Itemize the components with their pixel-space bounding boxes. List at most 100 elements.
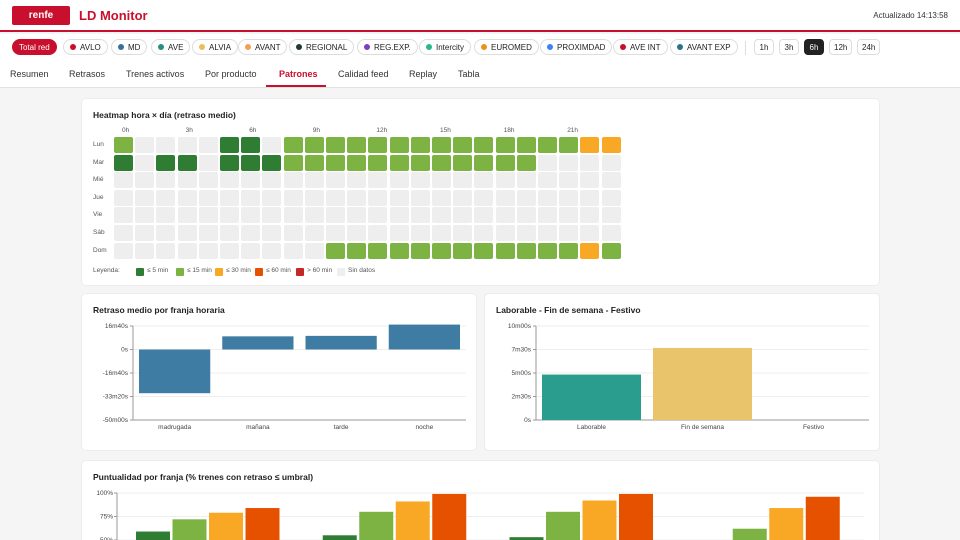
- heatmap-cell[interactable]: [347, 207, 367, 224]
- filter-chip-avlo[interactable]: AVLO: [63, 39, 108, 55]
- heatmap-cell[interactable]: [135, 242, 155, 259]
- heatmap-cell[interactable]: [453, 242, 473, 259]
- tab-retrasos[interactable]: Retrasos: [69, 69, 106, 79]
- heatmap-cell[interactable]: [559, 207, 579, 224]
- heatmap-cell[interactable]: [262, 172, 282, 189]
- heatmap-cell[interactable]: [156, 242, 176, 259]
- heatmap-cell[interactable]: [368, 154, 388, 171]
- heatmap-cell[interactable]: [516, 172, 536, 189]
- heatmap-cell[interactable]: [432, 172, 451, 189]
- heatmap-cell[interactable]: [304, 242, 324, 259]
- tab-patrones[interactable]: Patrones: [279, 69, 318, 79]
- filter-chip-proximdad[interactable]: PROXIMDAD: [540, 39, 613, 55]
- filter-chip-regional[interactable]: REGIONAL: [289, 39, 355, 55]
- heatmap-cell[interactable]: [495, 137, 515, 153]
- heatmap-cell[interactable]: [538, 242, 557, 259]
- heatmap-cell[interactable]: [241, 207, 261, 224]
- heatmap-cell[interactable]: [304, 154, 324, 171]
- heatmap-cell[interactable]: [220, 172, 239, 189]
- heatmap-cell[interactable]: [135, 225, 155, 241]
- heatmap-cell[interactable]: [220, 242, 239, 259]
- heatmap-cell[interactable]: [326, 225, 345, 241]
- heatmap-cell[interactable]: [516, 189, 536, 206]
- filter-chip-total-red[interactable]: Total red: [12, 39, 57, 55]
- heatmap-cell[interactable]: [495, 242, 515, 259]
- heatmap-cell[interactable]: [601, 242, 621, 259]
- heatmap-cell[interactable]: [220, 225, 239, 241]
- heatmap-cell[interactable]: [326, 207, 345, 224]
- heatmap-cell[interactable]: [601, 207, 621, 224]
- window-12h-button[interactable]: 12h: [829, 39, 853, 55]
- heatmap-cell[interactable]: [135, 189, 155, 206]
- heatmap-cell[interactable]: [495, 154, 515, 171]
- heatmap-cell[interactable]: [580, 207, 600, 224]
- heatmap-cell[interactable]: [156, 207, 176, 224]
- heatmap-cell[interactable]: [410, 137, 430, 153]
- heatmap-cell[interactable]: [389, 189, 409, 206]
- heatmap-cell[interactable]: [453, 172, 473, 189]
- heatmap-cell[interactable]: [516, 242, 536, 259]
- filter-chip-avant-exp[interactable]: AVANT EXP: [670, 39, 738, 55]
- heatmap-cell[interactable]: [177, 154, 197, 171]
- heatmap-cell[interactable]: [516, 225, 536, 241]
- heatmap-cell[interactable]: [198, 242, 218, 259]
- tab-replay[interactable]: Replay: [409, 69, 438, 79]
- heatmap-cell[interactable]: [389, 207, 409, 224]
- heatmap-cell[interactable]: [538, 207, 557, 224]
- heatmap-cell[interactable]: [326, 154, 345, 171]
- heatmap-cell[interactable]: [453, 154, 473, 171]
- heatmap-cell[interactable]: [241, 225, 261, 241]
- heatmap-cell[interactable]: [368, 137, 388, 153]
- heatmap-cell[interactable]: [347, 242, 367, 259]
- heatmap-cell[interactable]: [135, 137, 155, 153]
- heatmap-cell[interactable]: [474, 154, 494, 171]
- heatmap-cell[interactable]: [114, 172, 133, 189]
- heatmap-cell[interactable]: [580, 189, 600, 206]
- heatmap-cell[interactable]: [495, 189, 515, 206]
- heatmap-cell[interactable]: [495, 172, 515, 189]
- heatmap-cell[interactable]: [241, 137, 261, 153]
- heatmap-cell[interactable]: [262, 189, 282, 206]
- heatmap-cell[interactable]: [156, 172, 176, 189]
- window-3h-button[interactable]: 3h: [779, 39, 799, 55]
- heatmap-cell[interactable]: [114, 154, 133, 171]
- window-1h-button[interactable]: 1h: [754, 39, 774, 55]
- heatmap-cell[interactable]: [304, 207, 324, 224]
- heatmap-cell[interactable]: [326, 172, 345, 189]
- heatmap-cell[interactable]: [262, 207, 282, 224]
- heatmap-cell[interactable]: [368, 207, 388, 224]
- filter-chip-md[interactable]: MD: [111, 39, 148, 55]
- heatmap-cell[interactable]: [389, 172, 409, 189]
- heatmap-cell[interactable]: [410, 189, 430, 206]
- heatmap-cell[interactable]: [516, 154, 536, 171]
- tab-resumen[interactable]: Resumen: [10, 69, 49, 79]
- heatmap-cell[interactable]: [198, 154, 218, 171]
- heatmap-cell[interactable]: [241, 189, 261, 206]
- heatmap-cell[interactable]: [241, 242, 261, 259]
- heatmap-cell[interactable]: [241, 172, 261, 189]
- heatmap-cell[interactable]: [198, 172, 218, 189]
- heatmap-cell[interactable]: [432, 207, 451, 224]
- heatmap-cell[interactable]: [495, 225, 515, 241]
- heatmap-cell[interactable]: [283, 172, 303, 189]
- heatmap-cell[interactable]: [283, 225, 303, 241]
- heatmap-cell[interactable]: [304, 225, 324, 241]
- heatmap-cell[interactable]: [135, 207, 155, 224]
- heatmap-cell[interactable]: [410, 225, 430, 241]
- tab-tabla[interactable]: Tabla: [458, 69, 480, 79]
- heatmap-cell[interactable]: [453, 225, 473, 241]
- heatmap-cell[interactable]: [410, 207, 430, 224]
- heatmap-cell[interactable]: [495, 207, 515, 224]
- heatmap-cell[interactable]: [156, 137, 176, 153]
- heatmap-cell[interactable]: [156, 154, 176, 171]
- heatmap-cell[interactable]: [220, 137, 239, 153]
- heatmap-cell[interactable]: [262, 154, 282, 171]
- heatmap-cell[interactable]: [283, 189, 303, 206]
- heatmap-cell[interactable]: [114, 207, 133, 224]
- heatmap-cell[interactable]: [538, 137, 557, 153]
- filter-chip-reg-exp[interactable]: REG.EXP.: [357, 39, 418, 55]
- heatmap-cell[interactable]: [474, 207, 494, 224]
- heatmap-cell[interactable]: [580, 225, 600, 241]
- heatmap-cell[interactable]: [474, 172, 494, 189]
- heatmap-cell[interactable]: [432, 225, 451, 241]
